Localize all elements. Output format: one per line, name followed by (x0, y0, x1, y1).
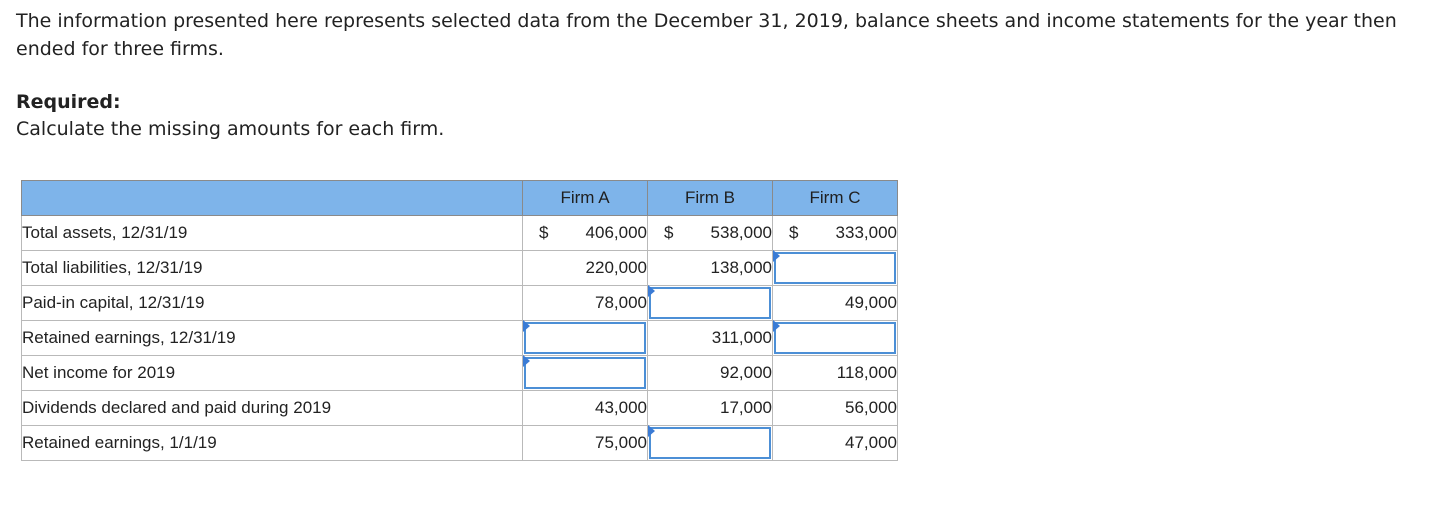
firm-data-table: Firm A Firm B Firm C Total assets, 12/31… (21, 180, 898, 461)
value-text: 333,000 (835, 223, 897, 242)
firm-b-paid-in-capital-input[interactable] (648, 285, 771, 319)
firm-c-total-liabilities-input[interactable] (773, 250, 896, 284)
row-label: Retained earnings, 1/1/19 (21, 425, 523, 461)
firm-a-answer-cell (522, 355, 648, 391)
value-text: 538,000 (710, 223, 772, 242)
firm-c-value: 56,000 (772, 390, 898, 426)
firm-c-value: 49,000 (772, 285, 898, 321)
row-label: Retained earnings, 12/31/19 (21, 320, 523, 356)
firm-c-retained-earnings-end-input[interactable] (773, 320, 896, 354)
firm-c-value: 47,000 (772, 425, 898, 461)
firm-a-value: $406,000 (522, 215, 648, 251)
firm-a-value: 43,000 (522, 390, 648, 426)
firm-a-retained-earnings-end-input[interactable] (523, 320, 646, 354)
header-firm-a: Firm A (522, 180, 648, 216)
table-row: Net income for 2019 92,000 118,000 (21, 355, 898, 391)
header-firm-b: Firm B (647, 180, 773, 216)
firm-a-value: 75,000 (522, 425, 648, 461)
problem-intro: The information presented here represent… (16, 10, 1397, 60)
row-label: Dividends declared and paid during 2019 (21, 390, 523, 426)
firm-a-net-income-input[interactable] (523, 355, 646, 389)
row-label: Total assets, 12/31/19 (21, 215, 523, 251)
currency-symbol: $ (789, 223, 799, 242)
firm-b-value: 311,000 (647, 320, 773, 356)
firm-c-answer-cell (772, 320, 898, 356)
header-firm-c: Firm C (772, 180, 898, 216)
firm-b-value: 92,000 (647, 355, 773, 391)
table-row: Paid-in capital, 12/31/19 78,000 49,000 (21, 285, 898, 321)
row-label: Net income for 2019 (21, 355, 523, 391)
firm-c-value: $333,000 (772, 215, 898, 251)
table-header-row: Firm A Firm B Firm C (21, 180, 898, 216)
firm-b-value: $538,000 (647, 215, 773, 251)
table-row: Total assets, 12/31/19 $406,000 $538,000… (21, 215, 898, 251)
table-row: Total liabilities, 12/31/19 220,000 138,… (21, 250, 898, 286)
required-heading: Required: (16, 91, 121, 113)
firm-b-retained-earnings-begin-input[interactable] (648, 425, 771, 459)
firm-b-value: 17,000 (647, 390, 773, 426)
firm-b-value: 138,000 (647, 250, 773, 286)
row-label: Paid-in capital, 12/31/19 (21, 285, 523, 321)
currency-symbol: $ (539, 223, 549, 242)
firm-b-answer-cell (647, 285, 773, 321)
firm-c-answer-cell (772, 250, 898, 286)
table-row: Retained earnings, 12/31/19 311,000 (21, 320, 898, 356)
table-row: Dividends declared and paid during 2019 … (21, 390, 898, 426)
firm-a-value: 78,000 (522, 285, 648, 321)
row-label: Total liabilities, 12/31/19 (21, 250, 523, 286)
header-label-cell (21, 180, 523, 216)
firm-a-answer-cell (522, 320, 648, 356)
firm-b-answer-cell (647, 425, 773, 461)
currency-symbol: $ (664, 223, 674, 242)
value-text: 406,000 (585, 223, 647, 242)
firm-a-value: 220,000 (522, 250, 648, 286)
firm-c-value: 118,000 (772, 355, 898, 391)
required-instructions: Calculate the missing amounts for each f… (16, 118, 445, 140)
table-row: Retained earnings, 1/1/19 75,000 47,000 (21, 425, 898, 461)
